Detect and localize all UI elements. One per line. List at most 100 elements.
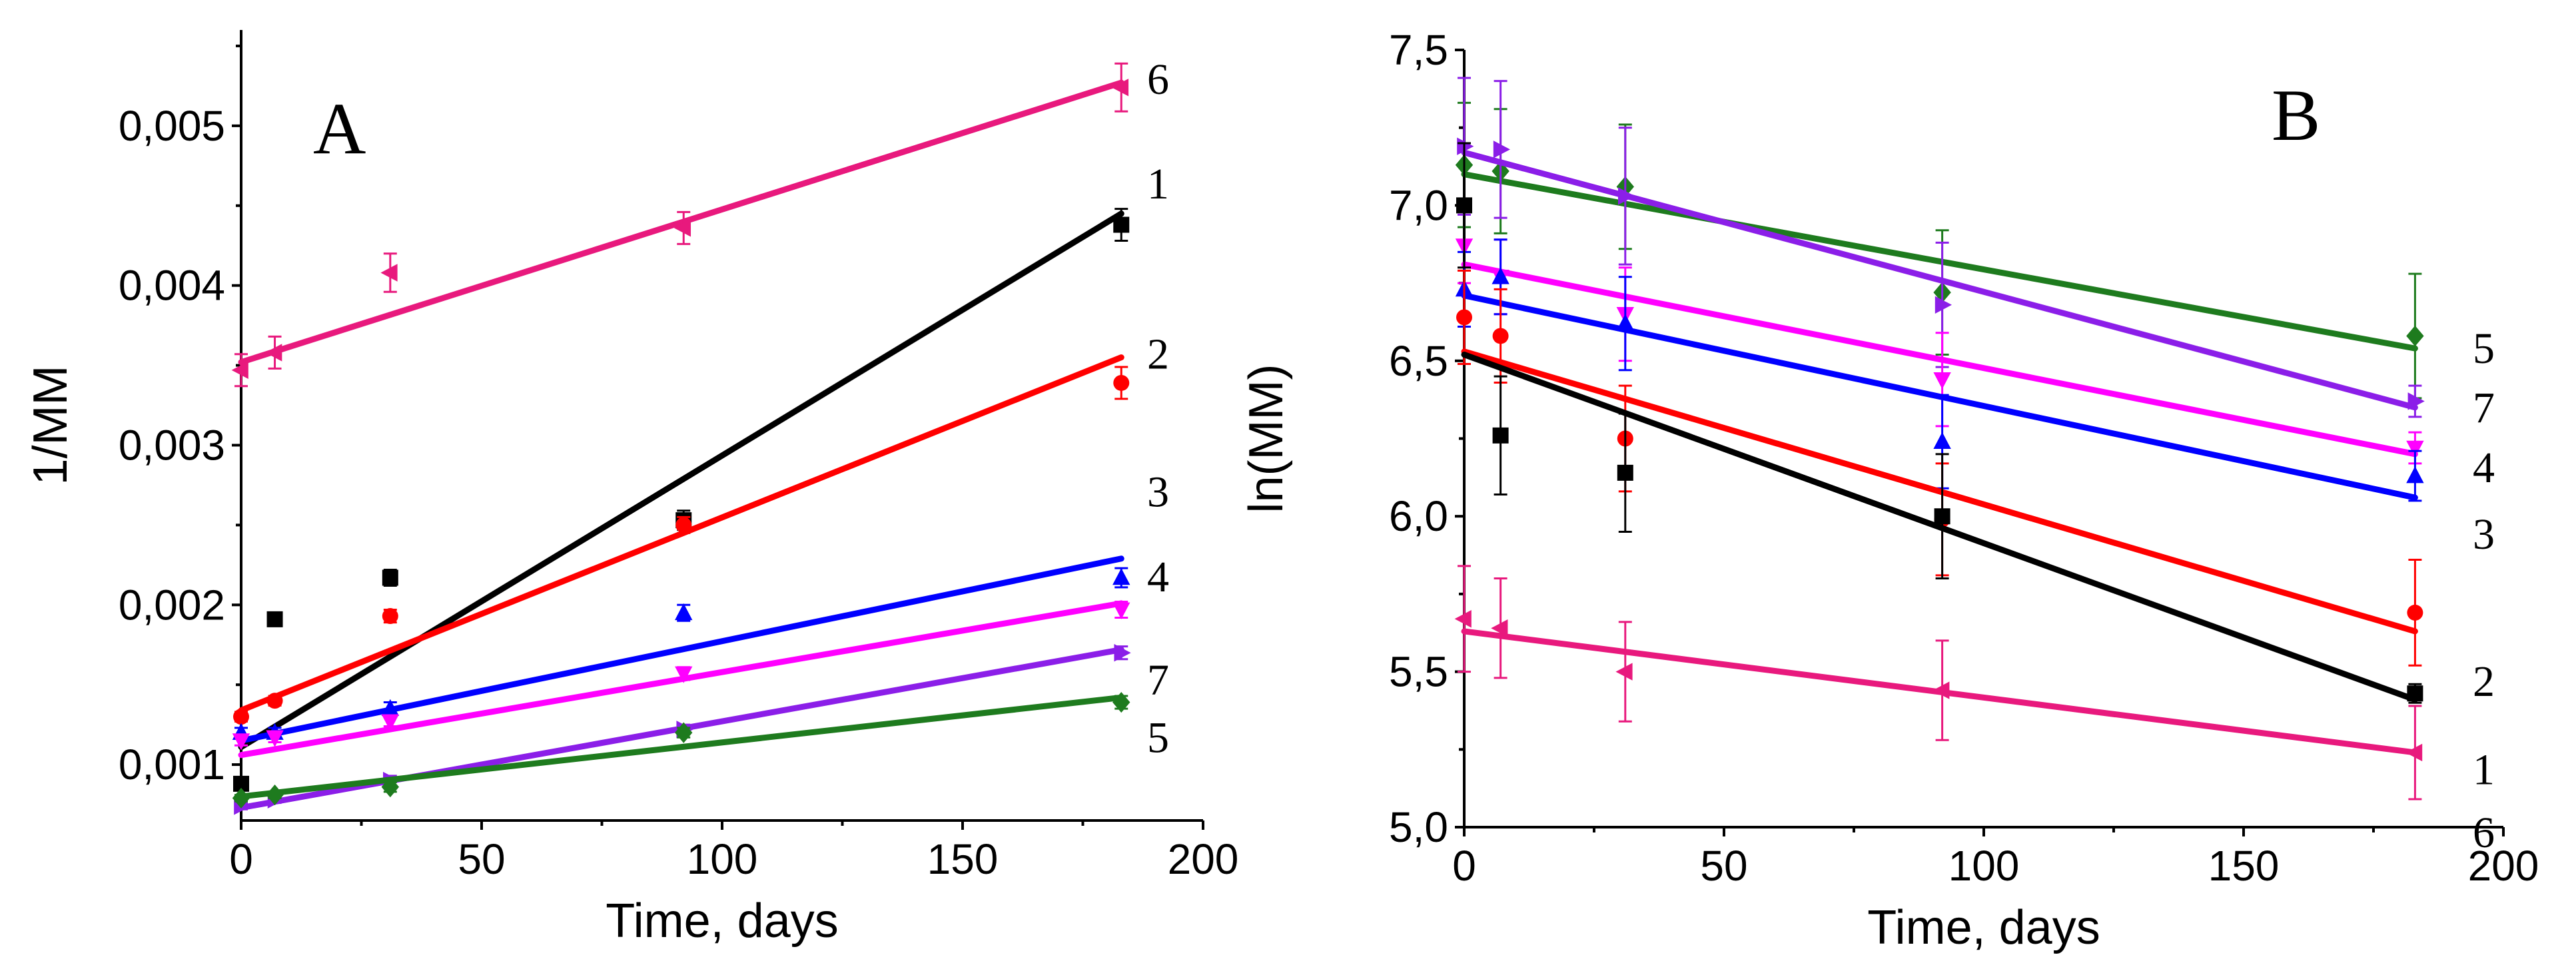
y-tick-label: 0,003 [119, 421, 225, 469]
data-point [1457, 137, 1474, 155]
y-tick-label: 7,5 [1389, 26, 1448, 74]
series-2: 2 [233, 330, 1169, 725]
series-label: 5 [2473, 324, 2495, 373]
series-label: 5 [1147, 713, 1169, 762]
series-label: 4 [2473, 444, 2495, 492]
data-point [1456, 309, 1472, 326]
data-point [265, 344, 282, 362]
data-point [266, 785, 284, 806]
data-point [266, 730, 284, 747]
data-point [1617, 464, 1633, 481]
series-1: 1 [233, 160, 1169, 792]
data-point [1492, 328, 1509, 344]
data-point [1493, 141, 1510, 159]
y-tick-label: 6,5 [1389, 337, 1448, 385]
series-label: 3 [2473, 510, 2495, 559]
panel-letter: B [2272, 75, 2320, 156]
series-3: 3 [232, 468, 1169, 744]
data-point [1112, 568, 1130, 585]
y-tick-label: 0,001 [119, 741, 225, 789]
data-point [231, 361, 248, 379]
data-point [1113, 216, 1130, 233]
y-axis-label: ln(MM) [1240, 364, 1293, 513]
data-point [2407, 685, 2423, 702]
x-tick-label: 150 [927, 835, 999, 883]
x-tick-label: 50 [1700, 842, 1747, 890]
data-point [1615, 663, 1633, 681]
data-point [1618, 187, 1635, 205]
series-4: 4 [232, 553, 1169, 759]
series-label: 1 [1147, 160, 1169, 208]
x-axis-label: Time, days [1867, 901, 2100, 954]
data-point [1933, 372, 1951, 390]
data-point [1456, 197, 1472, 214]
series-label: 1 [2473, 746, 2495, 795]
data-point [675, 722, 693, 743]
x-tick-label: 100 [687, 835, 758, 883]
fit-line [1461, 348, 2418, 635]
y-axis-label: 1/MM [24, 366, 77, 486]
y-tick-label: 5,5 [1389, 648, 1448, 696]
data-point [232, 733, 250, 751]
data-point [382, 608, 398, 625]
x-tick-label: 100 [1948, 842, 2020, 890]
data-point [381, 714, 400, 731]
data-point [2407, 392, 2425, 410]
fit-line [238, 79, 1124, 366]
data-point [1112, 602, 1130, 619]
data-point [2406, 440, 2424, 458]
data-point [2406, 466, 2424, 484]
series-label: 2 [2473, 657, 2495, 706]
x-tick-label: 150 [2208, 842, 2280, 890]
data-point [266, 611, 283, 627]
panel-letter: A [313, 88, 366, 169]
data-point [1112, 691, 1130, 713]
data-point [232, 787, 250, 809]
data-point [382, 569, 398, 586]
x-axis-label: Time, days [606, 894, 838, 948]
y-tick-label: 0,004 [119, 262, 225, 310]
data-point [1934, 508, 1950, 525]
data-point [1454, 610, 1472, 628]
x-tick-label: 50 [458, 835, 505, 883]
series-6: 6 [1454, 565, 2495, 857]
chart-panel-b: 0 50 100 150 200 5,0 5,5 6,0 6,5 7,0 7,5 Time, days… [1240, 26, 2539, 954]
data-point [1932, 681, 1950, 699]
series-1: 1 [1456, 142, 2495, 795]
series-6: 6 [231, 55, 1169, 388]
chart-panel-a: 0 50 100 150 200 0,001 0,002 0,003 0,004 0,005 Tim… [24, 30, 1238, 948]
data-point [1492, 427, 1509, 444]
x-tick-label: 0 [229, 835, 253, 883]
data-point [233, 709, 249, 725]
series-label: 7 [2473, 384, 2495, 432]
series-label: 3 [1147, 468, 1169, 517]
data-point [673, 219, 691, 237]
y-tick-label: 5,0 [1389, 803, 1448, 851]
series-label: 4 [1147, 553, 1169, 601]
data-point [1934, 296, 1952, 314]
series-label: 7 [1147, 655, 1169, 704]
data-point [1933, 432, 1951, 449]
data-point [2406, 325, 2424, 347]
x-tick-label: 200 [2468, 842, 2539, 890]
data-point [1491, 619, 1508, 637]
fit-line [1461, 351, 2418, 703]
y-tick-label: 0,002 [119, 581, 225, 629]
data-point [1616, 314, 1634, 331]
data-point [2407, 604, 2423, 621]
data-point [2405, 743, 2423, 762]
fit-line [1461, 149, 2418, 411]
data-point [1492, 267, 1509, 284]
series-7: 7 [1457, 77, 2495, 432]
data-point [1113, 374, 1130, 391]
data-point [381, 777, 400, 798]
fit-line [1461, 261, 2418, 458]
data-point [1114, 644, 1131, 662]
series-label: 2 [1147, 330, 1169, 379]
x-tick-label: 200 [1168, 835, 1239, 883]
y-tick-label: 7,0 [1389, 181, 1448, 229]
data-point [1111, 79, 1129, 97]
series-label: 6 [2473, 809, 2495, 857]
data-point [266, 693, 283, 709]
